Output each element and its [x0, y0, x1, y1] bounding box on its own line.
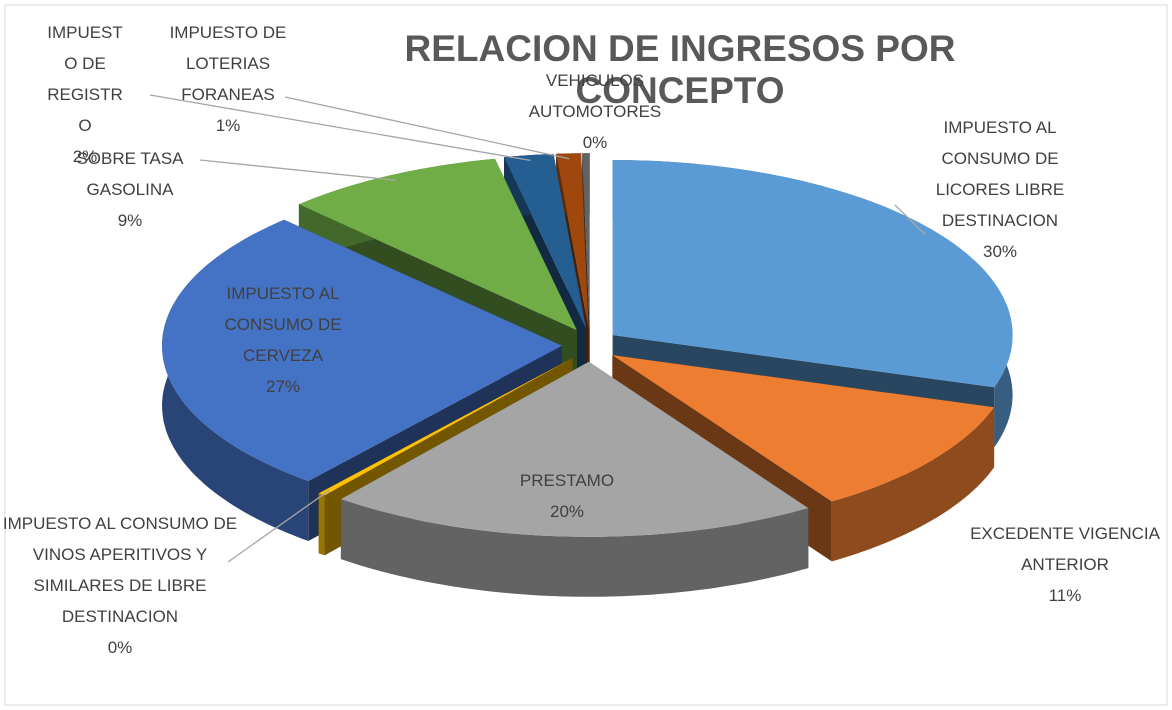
- value-label: 27%: [265, 377, 301, 396]
- category-label: SOBRE TASA GASOLINA: [76, 149, 184, 199]
- value-label: 0%: [582, 133, 608, 152]
- chart-title: RELACION DE INGRESOS POR CONCEPTO: [404, 28, 956, 111]
- category-label: IMPUESTO AL CONSUMO DE LICORES LIBRE DES…: [935, 118, 1065, 230]
- slice-wall: [318, 493, 325, 556]
- data-label: IMPUESTO AL CONSUMO DE CERVEZA 27%: [198, 278, 368, 402]
- data-label: IMPUESTO DE REGISTRO 2%: [46, 17, 124, 172]
- slice: [504, 153, 586, 329]
- slice: [556, 153, 589, 329]
- leader-line: [894, 204, 926, 235]
- data-label: IMPUESTO AL CONSUMO DE LICORES LIBRE DES…: [915, 112, 1085, 267]
- value-label: 1%: [215, 116, 241, 135]
- slice: [162, 219, 562, 482]
- category-label: VEHICULOS AUTOMOTORES: [528, 71, 662, 121]
- category-label: IMPUESTO AL CONSUMO DE VINOS APERITIVOS …: [2, 514, 238, 626]
- value-label: 30%: [982, 242, 1018, 261]
- slice: [340, 361, 809, 537]
- value-label: 20%: [549, 502, 585, 521]
- leader-line: [149, 94, 531, 162]
- leader-line: [199, 159, 396, 181]
- category-label: EXCEDENTE VIGENCIA ANTERIOR: [970, 524, 1160, 574]
- data-label: IMPUESTO AL CONSUMO DE VINOS APERITIVOS …: [0, 508, 240, 663]
- value-label: 11%: [1048, 586, 1082, 605]
- value-label: 0%: [107, 638, 133, 657]
- data-label: IMPUESTO DE LOTERIAS FORANEAS 1%: [158, 17, 298, 141]
- category-label: PRESTAMO: [519, 471, 615, 490]
- data-label: SOBRE TASA GASOLINA 9%: [60, 143, 200, 236]
- value-label: 9%: [117, 211, 143, 230]
- category-label: IMPUESTO DE LOTERIAS FORANEAS: [169, 23, 287, 104]
- slice: [582, 153, 590, 329]
- leader-line: [284, 96, 570, 160]
- leader-line: [227, 489, 330, 563]
- data-label: VEHICULOS AUTOMOTORES 0%: [510, 65, 680, 158]
- category-label: IMPUESTO DE REGISTRO: [47, 23, 123, 135]
- data-label: PRESTAMO 20%: [467, 465, 667, 527]
- slice-wall: [831, 407, 995, 562]
- slice: [612, 160, 1013, 388]
- data-label: EXCEDENTE VIGENCIA ANTERIOR 11%: [950, 518, 1172, 611]
- slice: [612, 355, 995, 502]
- category-label: IMPUESTO AL CONSUMO DE CERVEZA: [224, 284, 342, 365]
- slice: [298, 158, 577, 331]
- slice-wall: [340, 499, 809, 597]
- slice: [318, 358, 573, 496]
- value-label: 2%: [72, 147, 98, 166]
